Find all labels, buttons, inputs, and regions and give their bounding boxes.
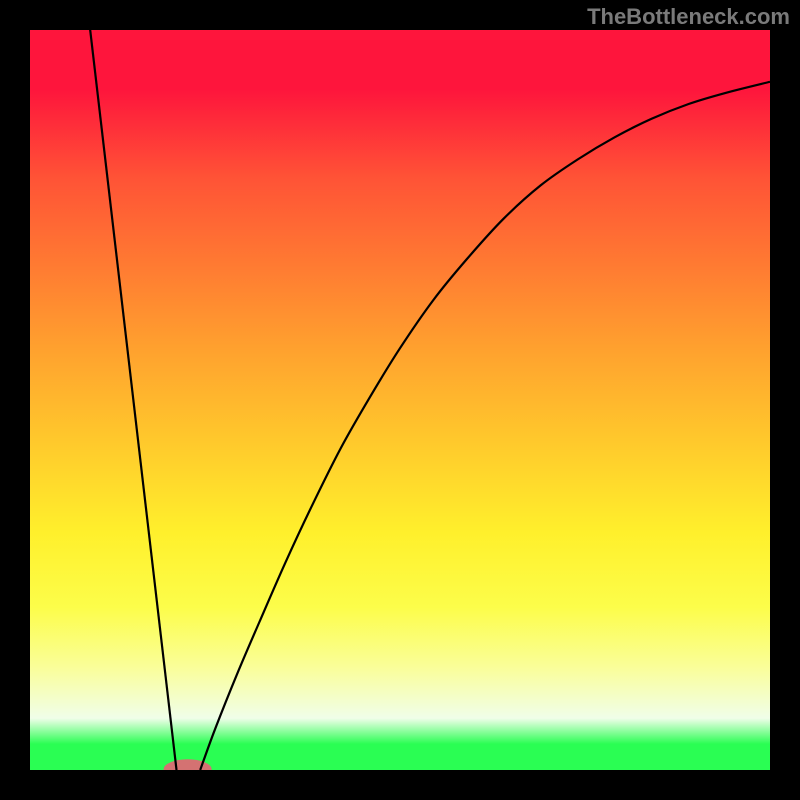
watermark: TheBottleneck.com <box>587 4 790 30</box>
bottleneck-chart <box>0 0 800 800</box>
gradient-background <box>30 30 770 770</box>
chart-container: { "meta": { "watermark_text": "TheBottle… <box>0 0 800 800</box>
